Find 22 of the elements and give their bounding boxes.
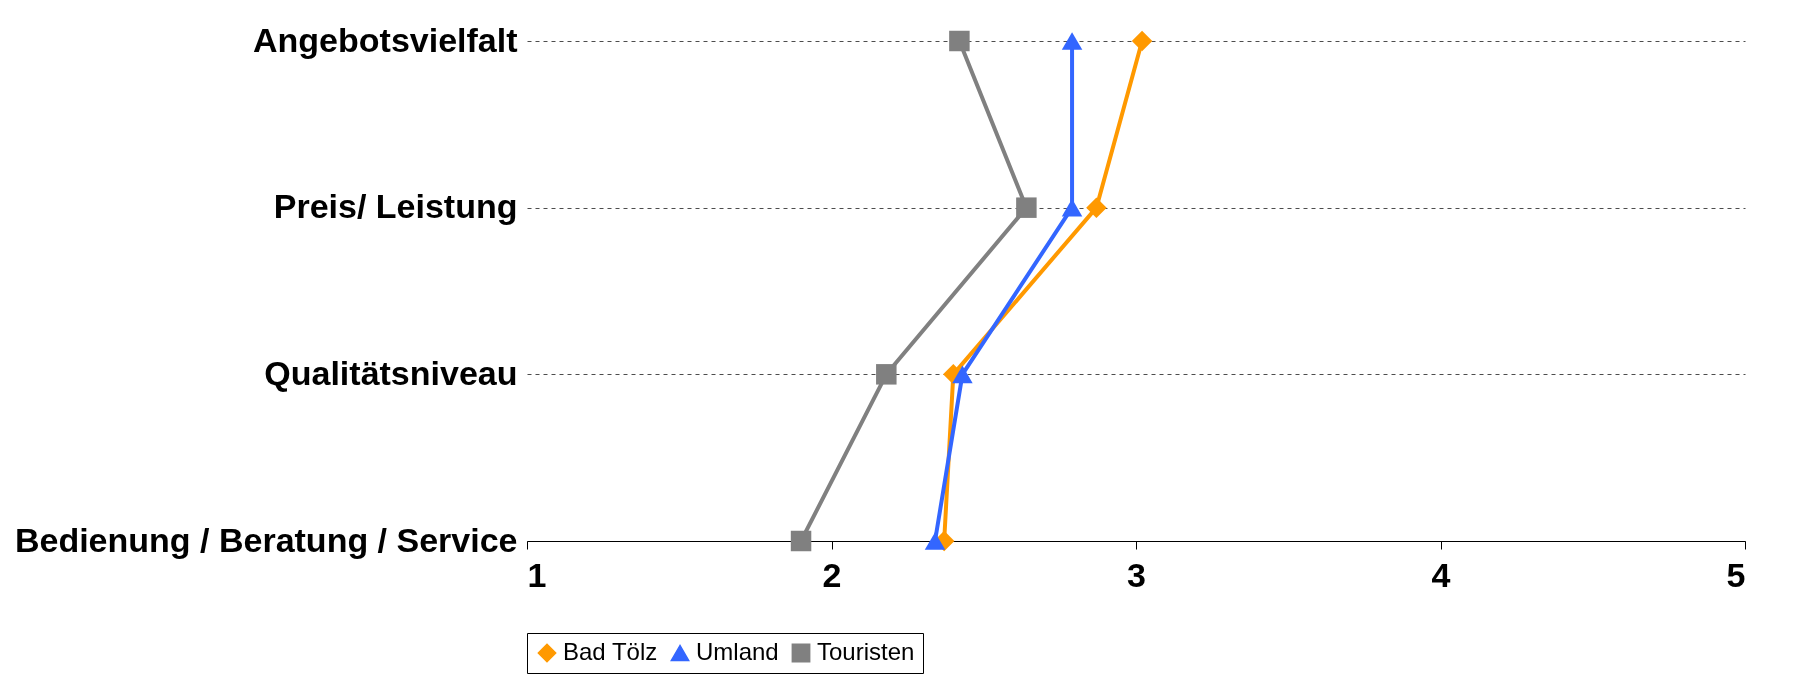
point (1131, 30, 1153, 52)
y-tick-label: Angebotsvielfalt (253, 20, 518, 59)
x-tick-label: 5 (1726, 555, 1746, 594)
point (1086, 197, 1107, 218)
x-tick-label: 1 (527, 555, 547, 594)
point (1061, 32, 1083, 50)
y-tick-label: Bedienung / Beratung / Service (14, 520, 518, 559)
legend-label: Bad Tölz (563, 638, 658, 665)
x-tick-label: 4 (1431, 555, 1451, 594)
legend-label: Touristen (817, 638, 915, 665)
point (1016, 197, 1037, 218)
point (790, 530, 812, 552)
x-tick-label: 2 (822, 555, 842, 594)
y-tick-label: Preis/ Leistung (273, 187, 518, 226)
legend-label: Umland (696, 638, 779, 665)
point (952, 365, 973, 384)
point (949, 30, 970, 52)
point (924, 532, 946, 550)
x-tick-label: 3 (1127, 555, 1146, 594)
point (1061, 198, 1083, 217)
y-tick-label: Qualitätsniveau (264, 353, 518, 392)
point (876, 364, 897, 385)
